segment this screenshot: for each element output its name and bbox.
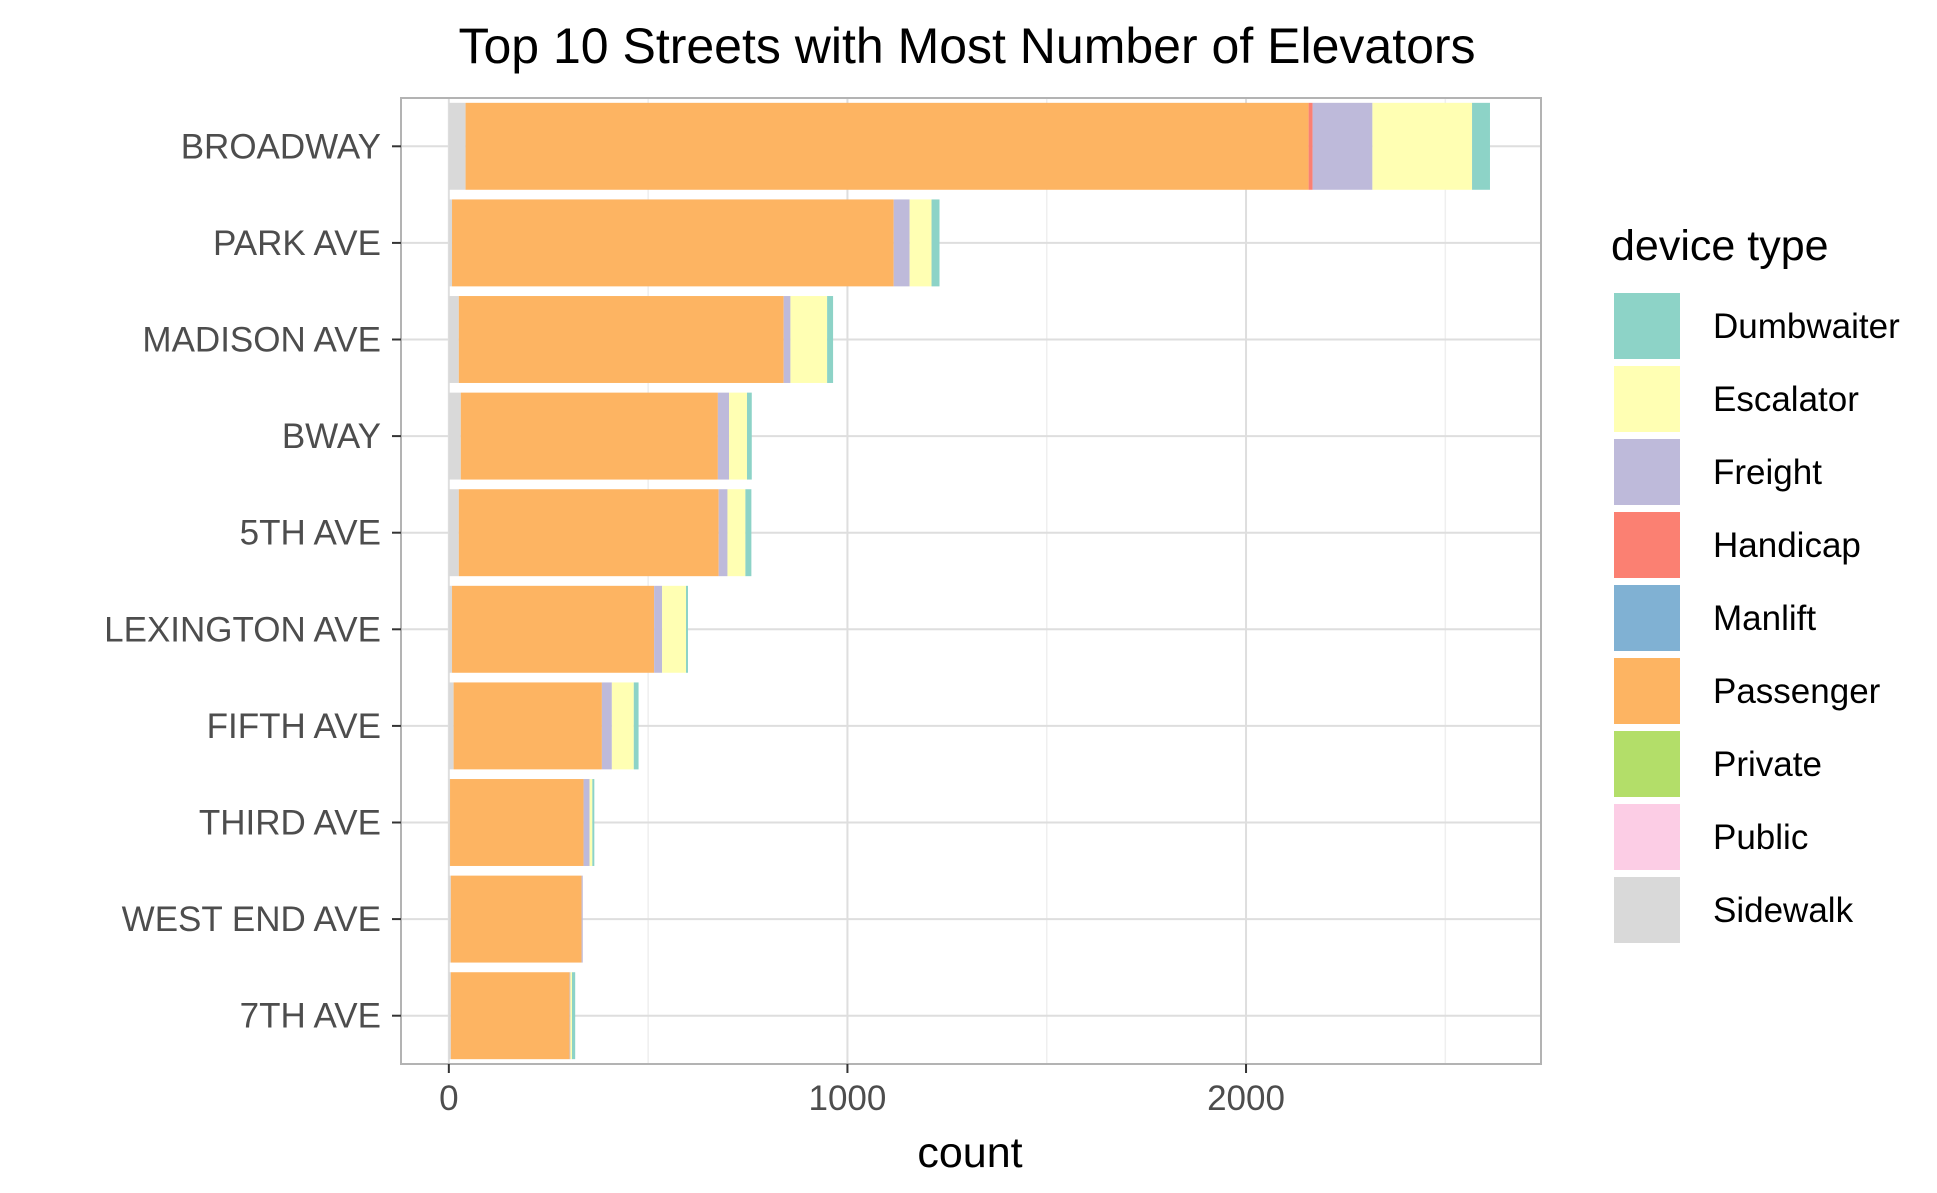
bar-segment-dumbwaiter (827, 296, 834, 383)
x-tick-label: 0 (439, 1079, 458, 1118)
bar-segment-freight (654, 585, 663, 673)
y-tick-label: 7TH AVE (240, 997, 381, 1036)
bar-segment-freight (1312, 102, 1373, 190)
legend-label-handicap: Handicap (1713, 526, 1861, 565)
legend-key-dumbwaiter (1614, 293, 1680, 359)
x-axis: 0 1000 2000 (439, 1064, 1285, 1118)
bar-segment-sidewalk (448, 682, 454, 770)
bar-segment-passenger (458, 489, 719, 577)
bar-segment-passenger (460, 392, 718, 480)
bar-segment-sidewalk (448, 296, 459, 383)
bar-segment-escalator (662, 585, 686, 673)
legend-label-escalator: Escalator (1713, 380, 1859, 419)
y-tick-label: BWAY (282, 417, 381, 456)
legend-key-manlift (1614, 585, 1680, 651)
bar-segment-passenger (453, 682, 602, 770)
bar-segment-freight (893, 199, 910, 287)
bar-segment-sidewalk (448, 779, 451, 866)
legend-label-sidewalk: Sidewalk (1713, 891, 1854, 930)
bar-segment-passenger (450, 779, 584, 866)
y-tick-label: THIRD AVE (199, 804, 381, 843)
bar-segment-passenger (450, 875, 582, 963)
bar-segment-sidewalk (448, 875, 451, 963)
bar-segment-escalator (790, 296, 828, 383)
bars (448, 102, 1490, 1060)
bar-segment-freight (718, 489, 728, 577)
bar-segment-escalator (570, 972, 572, 1060)
legend-label-public: Public (1713, 818, 1808, 857)
bar-segment-dumbwaiter (592, 779, 595, 866)
legend-key-freight (1614, 439, 1680, 505)
bar-segment-passenger (452, 585, 655, 673)
legend-key-private (1614, 731, 1680, 797)
bar-segment-dumbwaiter (931, 199, 940, 287)
legend-key-sidewalk (1614, 877, 1680, 943)
bar-segment-sidewalk (448, 489, 459, 577)
legend-key-public (1614, 804, 1680, 870)
y-tick-label: LEXINGTON AVE (104, 610, 381, 649)
bar-segment-passenger (450, 972, 570, 1060)
y-axis: BROADWAY PARK AVE MADISON AVE BWAY 5TH AVE LE… (104, 127, 401, 1036)
x-axis-title: count (917, 1129, 1022, 1177)
y-tick-label: 5TH AVE (240, 514, 381, 553)
bar-segment-freight (717, 392, 730, 480)
legend-label-private: Private (1713, 745, 1822, 784)
bar-segment-escalator (727, 489, 746, 577)
x-tick-label: 2000 (1207, 1079, 1285, 1118)
y-tick-label: PARK AVE (213, 224, 381, 263)
legend: device type Dumbwaiter Escalator Freight Ha… (1611, 222, 1900, 943)
bar-segment-sidewalk (448, 392, 461, 480)
y-tick-label: BROADWAY (181, 127, 381, 166)
legend-label-passenger: Passenger (1713, 672, 1881, 711)
legend-title: device type (1611, 222, 1829, 270)
legend-label-freight: Freight (1713, 453, 1822, 492)
x-tick-label: 1000 (808, 1079, 886, 1118)
bar-segment-freight (783, 296, 791, 383)
y-tick-label: MADISON AVE (142, 321, 381, 360)
bar-segment-freight (581, 875, 583, 963)
bar-segment-dumbwaiter (572, 972, 576, 1060)
legend-key-handicap (1614, 512, 1680, 578)
bar-segment-passenger (458, 296, 784, 383)
bar-segment-sidewalk (448, 199, 453, 287)
bar-segment-handicap (1308, 102, 1313, 190)
bar-segment-escalator (909, 199, 932, 287)
bar-segment-freight (583, 779, 590, 866)
bar-segment-escalator (729, 392, 747, 480)
legend-label-manlift: Manlift (1713, 599, 1816, 638)
bar-segment-sidewalk (448, 102, 466, 190)
legend-label-dumbwaiter: Dumbwaiter (1713, 307, 1900, 346)
bar-segment-freight (569, 972, 571, 1060)
bar-segment-freight (601, 682, 612, 770)
bar-segment-passenger (465, 102, 1309, 190)
legend-key-escalator (1614, 366, 1680, 432)
y-tick-label: WEST END AVE (122, 900, 381, 939)
bar-segment-dumbwaiter (633, 682, 639, 770)
bar-segment-dumbwaiter (746, 392, 752, 480)
bar-segment-dumbwaiter (1472, 102, 1490, 190)
plot-panel-border (400, 97, 1542, 1065)
bar-segment-sidewalk (448, 585, 453, 673)
bar-segment-sidewalk (448, 972, 451, 1060)
bar-segment-escalator (1372, 102, 1473, 190)
chart-title: Top 10 Streets with Most Number of Eleva… (458, 18, 1475, 74)
bar-segment-passenger (452, 199, 894, 287)
bar-segment-dumbwaiter (745, 489, 752, 577)
bar-segment-escalator (589, 779, 593, 866)
bar-segment-escalator (611, 682, 634, 770)
y-tick-label: FIFTH AVE (207, 707, 381, 746)
bar-segment-dumbwaiter (686, 585, 688, 673)
legend-key-passenger (1614, 658, 1680, 724)
